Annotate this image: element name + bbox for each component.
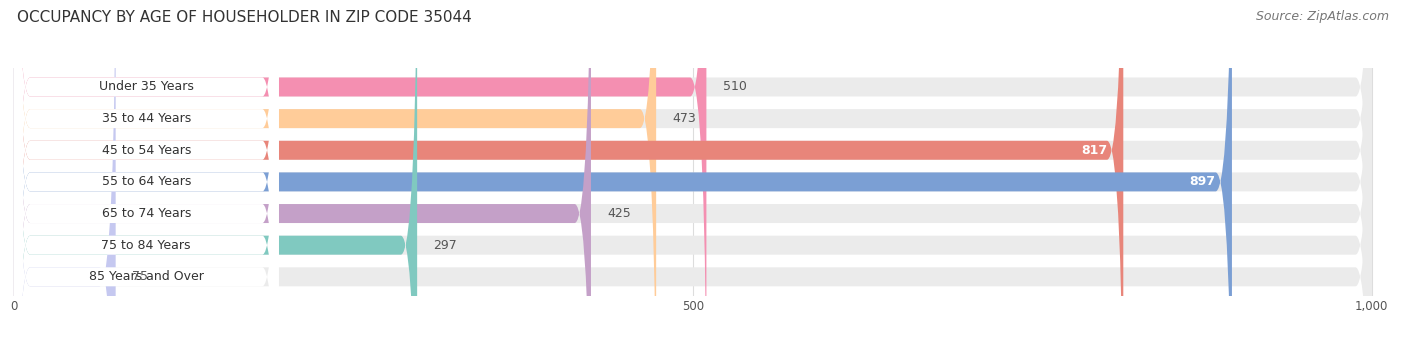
Text: 817: 817 <box>1081 144 1107 157</box>
FancyBboxPatch shape <box>14 0 278 340</box>
FancyBboxPatch shape <box>14 0 278 340</box>
Text: 35 to 44 Years: 35 to 44 Years <box>101 112 191 125</box>
Text: 897: 897 <box>1189 175 1216 188</box>
Text: 85 Years and Over: 85 Years and Over <box>89 270 204 283</box>
FancyBboxPatch shape <box>14 0 1372 340</box>
Text: 75: 75 <box>132 270 148 283</box>
FancyBboxPatch shape <box>14 0 278 340</box>
FancyBboxPatch shape <box>14 0 591 340</box>
FancyBboxPatch shape <box>14 0 1372 340</box>
FancyBboxPatch shape <box>14 0 706 340</box>
FancyBboxPatch shape <box>14 0 278 340</box>
Text: 297: 297 <box>433 239 457 252</box>
Text: 473: 473 <box>672 112 696 125</box>
FancyBboxPatch shape <box>14 0 278 340</box>
Text: OCCUPANCY BY AGE OF HOUSEHOLDER IN ZIP CODE 35044: OCCUPANCY BY AGE OF HOUSEHOLDER IN ZIP C… <box>17 10 471 25</box>
FancyBboxPatch shape <box>14 0 1372 340</box>
FancyBboxPatch shape <box>14 0 1372 340</box>
FancyBboxPatch shape <box>14 0 657 340</box>
FancyBboxPatch shape <box>14 0 278 340</box>
FancyBboxPatch shape <box>14 0 115 340</box>
FancyBboxPatch shape <box>14 0 1232 340</box>
FancyBboxPatch shape <box>14 0 278 340</box>
FancyBboxPatch shape <box>14 0 418 340</box>
Text: 510: 510 <box>723 81 747 94</box>
Text: Source: ZipAtlas.com: Source: ZipAtlas.com <box>1256 10 1389 23</box>
FancyBboxPatch shape <box>14 0 1372 340</box>
FancyBboxPatch shape <box>14 0 1123 340</box>
Text: Under 35 Years: Under 35 Years <box>98 81 194 94</box>
FancyBboxPatch shape <box>14 0 1372 340</box>
Text: 425: 425 <box>607 207 631 220</box>
Text: 75 to 84 Years: 75 to 84 Years <box>101 239 191 252</box>
Text: 45 to 54 Years: 45 to 54 Years <box>101 144 191 157</box>
Text: 65 to 74 Years: 65 to 74 Years <box>101 207 191 220</box>
FancyBboxPatch shape <box>14 0 1372 340</box>
Text: 55 to 64 Years: 55 to 64 Years <box>101 175 191 188</box>
